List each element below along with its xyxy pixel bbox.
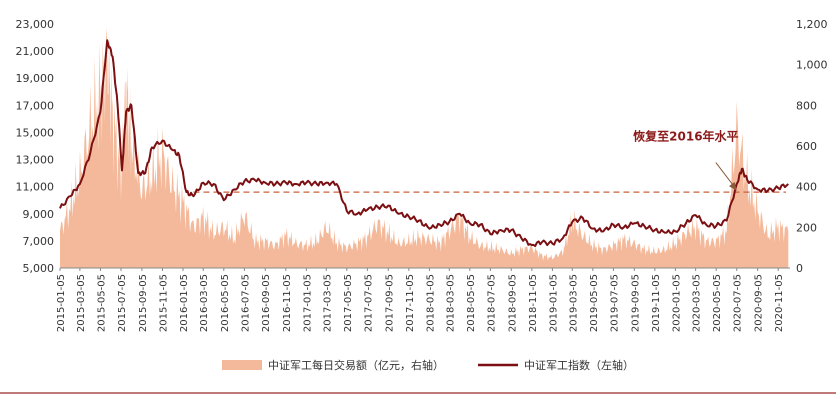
legend-label-index: 中证军工指数（左轴）: [524, 358, 634, 372]
x-tick-label: 2020-11-05: [774, 274, 785, 332]
x-tick-label: 2016-05-05: [220, 274, 231, 332]
x-tick-label: 2019-11-05: [651, 274, 662, 332]
index-line-layer: [59, 39, 789, 248]
x-tick-label: 2017-11-05: [405, 274, 416, 332]
x-tick-label: 2019-09-05: [630, 274, 641, 332]
left-tick-label: 19,000: [16, 72, 55, 85]
left-tick-label: 21,000: [16, 45, 55, 58]
left-tick-label: 17,000: [16, 99, 55, 112]
index-line-series: [59, 39, 789, 248]
x-tick-label: 2018-09-05: [507, 274, 518, 332]
x-tick-label: 2016-11-05: [282, 274, 293, 332]
x-tick-label: 2015-05-05: [96, 274, 107, 332]
x-tick-label: 2020-07-05: [733, 274, 744, 332]
left-tick-label: 7,000: [23, 235, 55, 248]
x-tick-label: 2015-11-05: [158, 274, 169, 332]
right-tick-label: 600: [796, 140, 817, 153]
right-tick-label: 1,200: [796, 18, 828, 31]
x-tick-label: 2016-07-05: [240, 274, 251, 332]
volume-area-series: [60, 27, 789, 268]
x-tick-label: 2020-01-05: [671, 274, 682, 332]
right-tick-label: 200: [796, 221, 817, 234]
x-tick-label: 2020-09-05: [754, 274, 765, 332]
right-tick-label: 400: [796, 181, 817, 194]
legend-swatch-volume: [222, 360, 262, 370]
x-tick-label: 2016-01-05: [179, 274, 190, 332]
x-tick-label: 2017-09-05: [384, 274, 395, 332]
x-tick-label: 2019-01-05: [548, 274, 559, 332]
x-tick-label: 2018-03-05: [445, 274, 456, 332]
axes-layer: 5,000 7,000 9,000 11,000 13,000 15,000 17,000 1…: [16, 18, 828, 332]
x-tick-label: 2018-11-05: [528, 274, 539, 332]
x-tick-label: 2019-05-05: [589, 274, 600, 332]
volume-area-layer: [60, 27, 789, 268]
left-tick-label: 23,000: [16, 18, 55, 31]
annotation-arrow: [715, 162, 734, 186]
right-tick-label: 1,000: [796, 59, 828, 72]
right-tick-label: 0: [796, 262, 803, 275]
left-tick-label: 11,000: [16, 181, 55, 194]
x-tick-label: 2020-03-05: [692, 274, 703, 332]
annotation-layer: 恢复至2016年水平: [633, 129, 739, 191]
left-tick-label: 9,000: [23, 208, 55, 221]
x-tick-label: 2019-03-05: [568, 274, 579, 332]
x-tick-label: 2016-03-05: [199, 274, 210, 332]
x-tick-label: 2020-05-05: [712, 274, 723, 332]
x-tick-label: 2015-03-05: [76, 274, 87, 332]
x-tick-label: 2017-07-05: [363, 274, 374, 332]
annotation-arrowhead: [728, 181, 737, 191]
left-tick-label: 5,000: [23, 262, 55, 275]
annotation-text: 恢复至2016年水平: [633, 129, 738, 144]
x-tick-label: 2017-05-05: [343, 274, 354, 332]
left-tick-label: 13,000: [16, 154, 55, 167]
legend: 中证军工每日交易额（亿元，右轴） 中证军工指数（左轴）: [0, 358, 836, 394]
x-tick-label: 2019-07-05: [609, 274, 620, 332]
left-tick-label: 15,000: [16, 126, 55, 139]
right-tick-label: 800: [796, 99, 817, 112]
x-tick-label: 2018-05-05: [466, 274, 477, 332]
x-tick-label: 2018-01-05: [425, 274, 436, 332]
x-tick-label: 2017-01-05: [302, 274, 313, 332]
x-tick-label: 2015-01-05: [56, 274, 67, 332]
x-tick-label: 2015-09-05: [138, 274, 149, 332]
x-tick-label: 2016-09-05: [261, 274, 272, 332]
legend-label-volume: 中证军工每日交易额（亿元，右轴）: [268, 358, 444, 372]
x-tick-label: 2018-07-05: [486, 274, 497, 332]
x-tick-label: 2017-03-05: [322, 274, 333, 332]
x-tick-label: 2015-07-05: [117, 274, 128, 332]
